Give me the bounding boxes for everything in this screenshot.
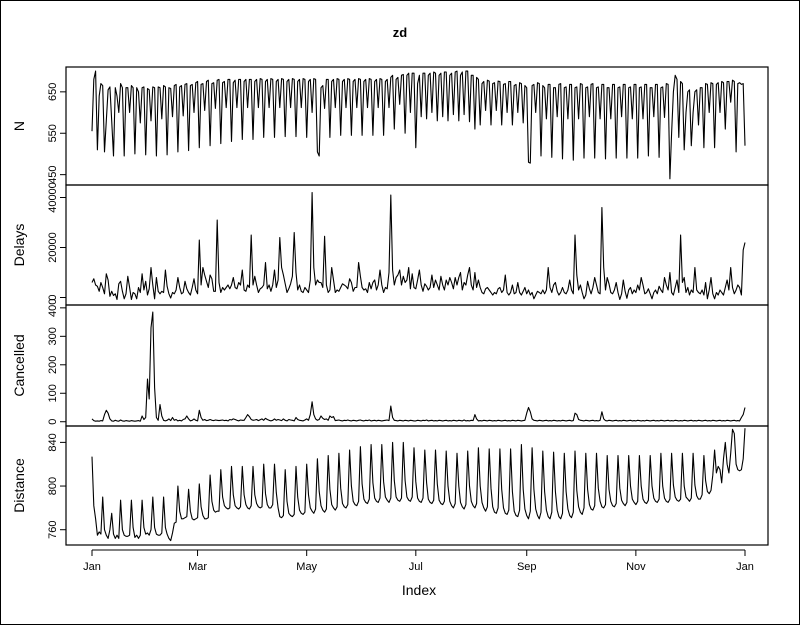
panels: 450 550 650 N 0 20000 40000 Delays 0 100 200 300 400… (11, 66, 769, 546)
y-axis-label: N (11, 121, 27, 131)
series-line-delays (91, 191, 746, 301)
y-tick-label: 100 (47, 384, 59, 402)
y-tick-label: 20000 (47, 232, 59, 263)
y-axis-label: Delays (11, 224, 27, 267)
y-tick-label: 450 (47, 165, 59, 183)
panel-box (65, 66, 769, 186)
y-tick-label: 550 (47, 124, 59, 142)
panel-delays: 0 20000 40000 Delays (11, 182, 769, 306)
y-axis-label: Distance (11, 458, 27, 513)
y-tick-label: 760 (47, 521, 59, 539)
y-tick-label: 840 (47, 433, 59, 451)
y-axis-label: Cancelled (11, 334, 27, 396)
chart-title: zd (393, 25, 408, 40)
panel-cancelled: 0 100 200 300 400 Cancelled (11, 299, 769, 427)
x-tick-label: Sep (517, 561, 537, 573)
panel-box (65, 304, 769, 427)
x-tick-label: Jul (409, 561, 423, 573)
x-tick-label: Jan (736, 561, 754, 573)
y-tick-label: 300 (47, 327, 59, 345)
y-tick-label: 400 (47, 299, 59, 317)
series-line-n (91, 70, 746, 180)
y-tick-label: 800 (47, 477, 59, 495)
x-tick-label: Jan (83, 561, 101, 573)
y-tick-label: 40000 (47, 182, 59, 213)
x-axis: Jan Mar May Jul Sep Nov Jan (83, 549, 754, 573)
panel-n: 450 550 650 N (11, 66, 769, 186)
x-tick-label: Nov (626, 561, 646, 573)
y-tick-label: 200 (47, 356, 59, 374)
x-tick-label: Mar (188, 561, 207, 573)
panel-box (65, 184, 769, 306)
series-line-cancelled (91, 311, 746, 422)
y-tick-label: 0 (47, 419, 59, 425)
panel-distance: 760 800 840 Distance (11, 425, 769, 546)
y-tick-label: 650 (47, 83, 59, 101)
x-axis-label: Index (402, 582, 436, 598)
series-line-distance (91, 428, 746, 542)
x-tick-label: May (296, 561, 317, 573)
y-tick-label: 0 (47, 294, 59, 300)
panel-box (65, 425, 769, 546)
